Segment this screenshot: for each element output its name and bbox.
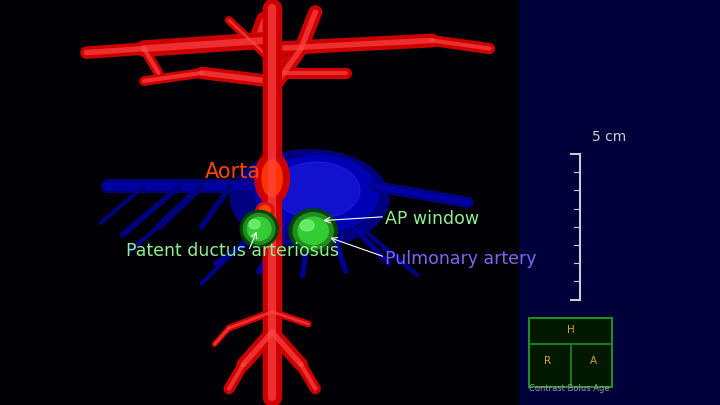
Ellipse shape <box>256 202 274 219</box>
Ellipse shape <box>243 213 275 244</box>
Ellipse shape <box>256 156 378 233</box>
Ellipse shape <box>274 162 360 219</box>
Ellipse shape <box>289 209 338 253</box>
Text: H: H <box>567 325 575 335</box>
Ellipse shape <box>298 217 328 245</box>
Bar <box>0 0 518 405</box>
Ellipse shape <box>262 160 282 196</box>
Bar <box>529 318 612 387</box>
Text: Contrast Bolus Age: Contrast Bolus Age <box>529 384 610 393</box>
Text: Pulmonary artery: Pulmonary artery <box>385 250 536 268</box>
Ellipse shape <box>248 217 271 240</box>
Ellipse shape <box>255 152 289 205</box>
Ellipse shape <box>230 150 389 247</box>
Ellipse shape <box>300 220 314 231</box>
Text: Patent ductus arteriosus: Patent ductus arteriosus <box>126 242 339 260</box>
Text: A: A <box>590 356 598 366</box>
Bar <box>518 0 720 405</box>
Text: Aorta: Aorta <box>205 162 261 182</box>
Text: AP window: AP window <box>385 210 480 228</box>
Text: 5 cm: 5 cm <box>592 130 626 144</box>
Ellipse shape <box>293 213 333 249</box>
Ellipse shape <box>240 210 278 247</box>
Ellipse shape <box>249 220 260 229</box>
Text: R: R <box>544 356 551 366</box>
Ellipse shape <box>260 206 270 216</box>
